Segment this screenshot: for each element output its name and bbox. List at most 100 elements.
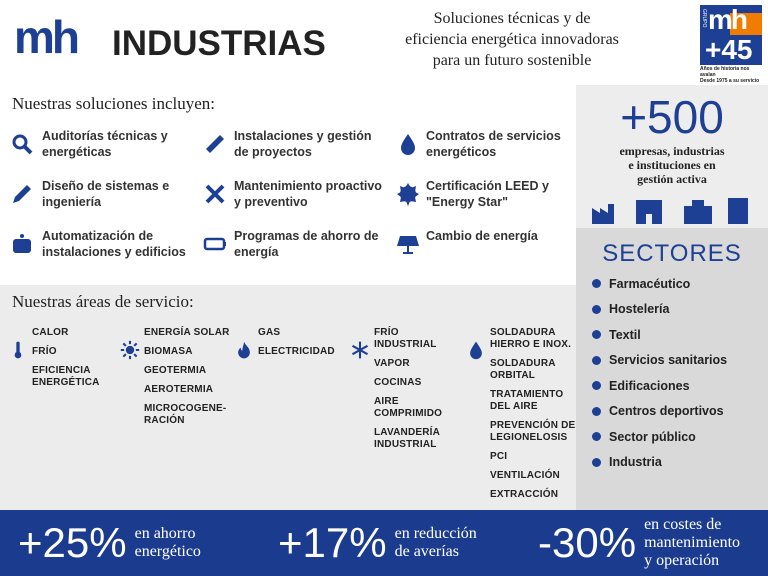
icon <box>396 232 420 261</box>
clients-value: +500 <box>620 91 724 143</box>
area-item: FRÍO INDUSTRIAL <box>374 327 437 350</box>
sector-item: Centros deportivos <box>592 399 764 425</box>
area-item: GEOTERMIA <box>144 365 207 376</box>
area-item: EXTRACCIÓN <box>490 489 559 500</box>
icon <box>234 340 254 365</box>
icon <box>10 132 34 161</box>
solution-item: Programas de ahorro de energía <box>234 229 379 259</box>
check <box>592 432 601 442</box>
check <box>592 304 601 314</box>
check <box>592 406 601 416</box>
badge-years: +45 <box>705 34 753 65</box>
check <box>592 330 601 340</box>
stat-text: en ahorro energético <box>134 525 201 560</box>
stat-value: -30% <box>538 519 637 566</box>
sector-label: Textil <box>609 327 641 342</box>
brand: INDUSTRIAS <box>112 24 326 63</box>
stat-text: en reducción de averías <box>394 525 477 560</box>
area-column: SOLDADURA HIERRO E INOX. SOLDADURA ORBITA… <box>490 327 580 508</box>
stats-band: +25% en ahorro energético +17% en reducción… <box>0 510 768 576</box>
solution-item: Diseño de sistemas e ingeniería <box>42 179 170 209</box>
area-item: ELECTRICIDAD <box>258 346 335 357</box>
sectors-title: SECTORES <box>602 240 742 267</box>
check <box>592 381 601 391</box>
area-item: TRATAMIENTO DEL AIRE <box>490 389 564 412</box>
area-item: ENERGÍA SOLAR <box>144 327 230 338</box>
icon <box>396 182 420 211</box>
sectors-list: Farmacéutico Hostelería Textil Servicios sa… <box>592 271 764 475</box>
area-item: EFICIENCIA ENERGÉTICA <box>32 365 100 388</box>
area-item: PCI <box>490 451 508 462</box>
area-item: SOLDADURA ORBITAL <box>490 358 556 381</box>
solution-item: Certificación LEED y "Energy Star" <box>426 179 549 209</box>
sector-item: Industria <box>592 450 764 476</box>
sector-item: Edificaciones <box>592 373 764 399</box>
brand-mark: mh <box>14 11 80 63</box>
area-item: COCINAS <box>374 377 422 388</box>
area-item: AIRE COMPRIMIDO <box>374 396 443 419</box>
badge-mark: mh <box>708 4 748 35</box>
icon <box>203 132 227 161</box>
check <box>592 457 601 467</box>
icon <box>8 340 28 365</box>
sector-label: Edificaciones <box>609 378 690 393</box>
area-item: GAS <box>258 327 281 338</box>
area-item: VAPOR <box>374 358 410 369</box>
solution-item: Cambio de energía <box>426 229 538 243</box>
sector-item: Textil <box>592 322 764 348</box>
check <box>592 355 601 365</box>
sectors-panel <box>576 228 768 510</box>
area-column: ENERGÍA SOLAR BIOMASA GEOTERMIA AEROTERMIA M… <box>144 327 234 434</box>
clients-text: empresas, industrias e instituciones en … <box>619 144 725 186</box>
stat: -30% en costes de mantenimiento y operaci… <box>538 510 740 576</box>
area-item: BIOMASA <box>144 346 193 357</box>
icon <box>350 340 370 365</box>
badge-note: Años de historia nos avalan Desde 1975 a… <box>700 66 760 84</box>
stat-value: +25% <box>18 519 127 566</box>
icon <box>120 340 140 365</box>
icon <box>203 232 227 261</box>
area-item: LAVANDERÍA INDUSTRIAL <box>374 427 441 450</box>
area-item: VENTILACIÓN <box>490 470 560 481</box>
solution-item: Instalaciones y gestión de proyectos <box>234 129 372 159</box>
sector-label: Centros deportivos <box>609 404 724 419</box>
areas-panel <box>0 285 576 510</box>
sector-label: Servicios sanitarios <box>609 353 728 368</box>
stat: +17% en reducción de averías <box>278 510 477 576</box>
sector-label: Hostelería <box>609 302 670 317</box>
area-item: AEROTERMIA <box>144 384 214 395</box>
sector-label: Sector público <box>609 429 696 444</box>
sector-item: Farmacéutico <box>592 271 764 297</box>
area-item: PREVENCIÓN DE LEGIONELOSIS <box>490 420 576 443</box>
icon <box>203 182 227 211</box>
check <box>592 279 601 289</box>
area-item: FRÍO <box>32 346 57 357</box>
icon <box>466 340 486 365</box>
sector-item: Hostelería <box>592 297 764 323</box>
stat-text: en costes de mantenimiento y operación <box>644 516 741 569</box>
sector-label: Farmacéutico <box>609 276 691 291</box>
icon <box>396 132 420 161</box>
area-column: CALOR FRÍO EFICIENCIA ENERGÉTICA <box>32 327 122 396</box>
building-icons <box>592 198 748 224</box>
solution-item: Mantenimiento proactivo y preventivo <box>234 179 382 209</box>
areas-title: Nuestras áreas de servicio: <box>12 292 194 311</box>
area-item: SOLDADURA HIERRO E INOX. <box>490 327 572 350</box>
solutions-title: Nuestras soluciones incluyen: <box>12 94 216 113</box>
solution-item: Auditorías técnicas y energéticas <box>42 129 168 159</box>
sector-item: Sector público <box>592 424 764 450</box>
stat-value: +17% <box>278 519 387 566</box>
sector-item: Servicios sanitarios <box>592 348 764 374</box>
tagline: Soluciones técnicas y de eficiencia ener… <box>405 10 619 69</box>
area-item: MICROCOGENE- RACIÓN <box>144 403 227 426</box>
solution-item: Automatización de instalaciones y edific… <box>42 229 186 259</box>
solutions-panel <box>0 85 576 285</box>
sector-label: Industria <box>609 455 662 470</box>
icon <box>10 232 34 261</box>
badge-group: GRUPO <box>701 9 707 28</box>
solution-item: Contratos de servicios energéticos <box>426 129 561 159</box>
area-item: CALOR <box>32 327 69 338</box>
icon <box>10 182 34 211</box>
stat: +25% en ahorro energético <box>18 510 201 576</box>
